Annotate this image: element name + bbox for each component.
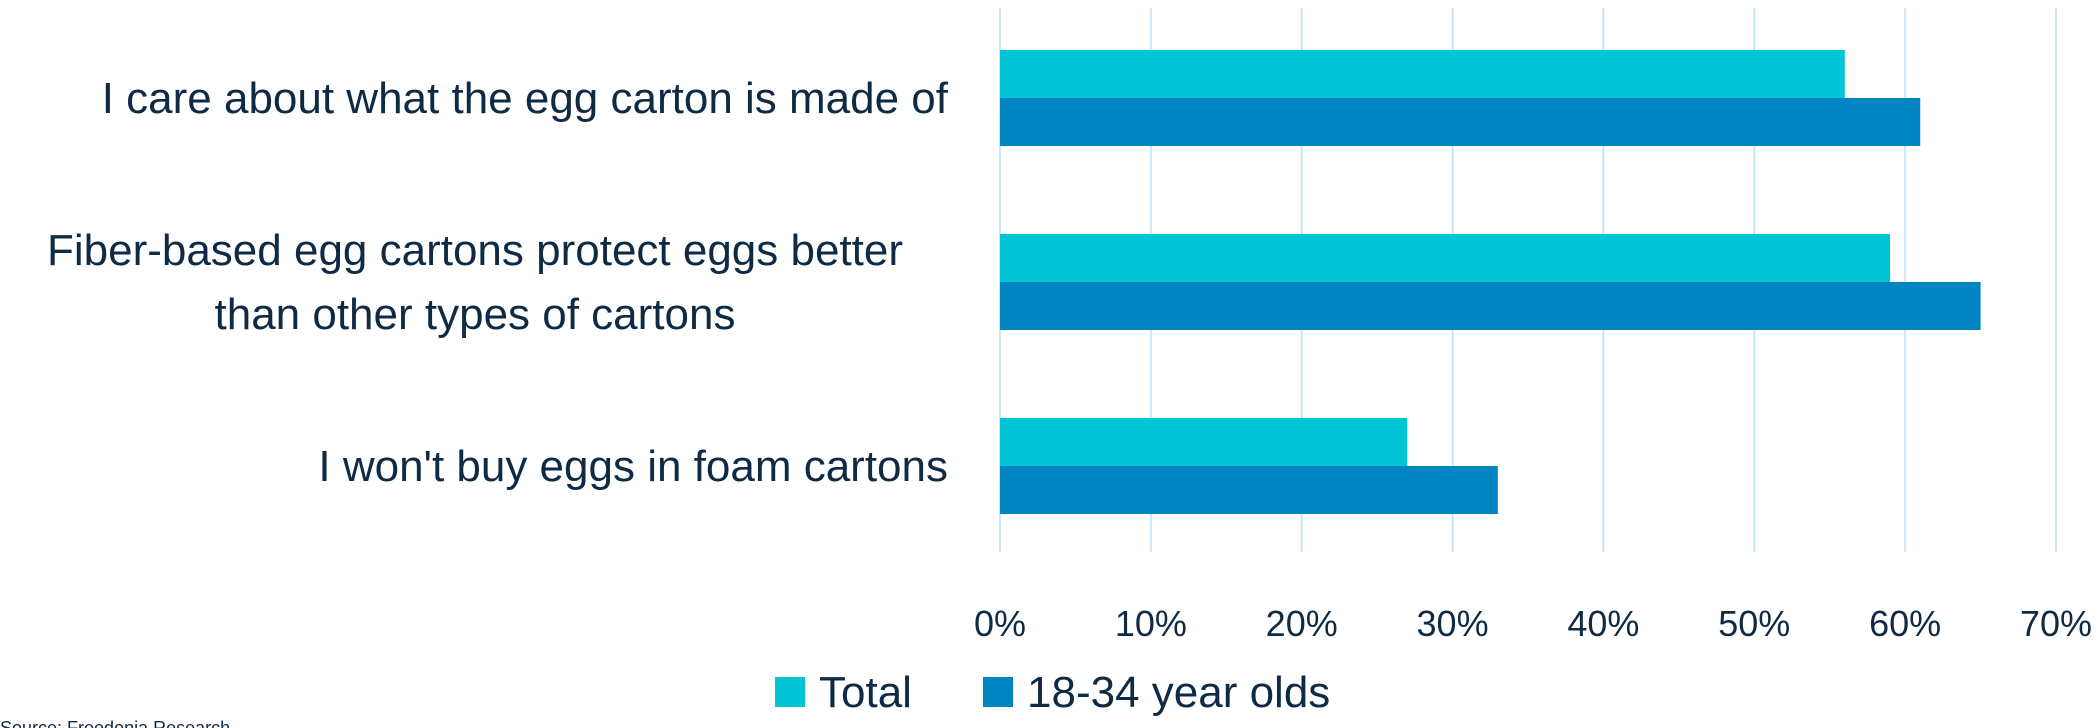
- category-label: Fiber-based egg cartons protect eggs bet…: [47, 226, 903, 275]
- legend-swatch-total[interactable]: [775, 677, 805, 707]
- x-tick-label: 70%: [2020, 603, 2092, 644]
- bar-18-34-2: [1000, 466, 1498, 514]
- x-tick-label: 50%: [1718, 603, 1790, 644]
- x-tick-label: 30%: [1417, 603, 1489, 644]
- x-tick-label: 60%: [1869, 603, 1941, 644]
- category-label: I won't buy eggs in foam cartons: [318, 442, 948, 491]
- bar-18-34-1: [1000, 282, 1981, 330]
- category-label: than other types of cartons: [215, 290, 736, 339]
- bar-total-0: [1000, 50, 1845, 98]
- x-tick-label: 10%: [1115, 603, 1187, 644]
- x-tick-label: 0%: [974, 603, 1026, 644]
- x-tick-label: 20%: [1266, 603, 1338, 644]
- source-note: Source: Freedonia Research: [0, 718, 230, 728]
- bar-total-2: [1000, 418, 1408, 466]
- legend-swatch-18-34[interactable]: [983, 677, 1013, 707]
- category-label: I care about what the egg carton is made…: [102, 74, 949, 123]
- bar-total-1: [1000, 234, 1891, 282]
- legend-label-18-34[interactable]: 18-34 year olds: [1027, 668, 1330, 717]
- legend-label-total[interactable]: Total: [819, 668, 912, 717]
- bar-18-34-0: [1000, 98, 1921, 146]
- x-tick-label: 40%: [1567, 603, 1639, 644]
